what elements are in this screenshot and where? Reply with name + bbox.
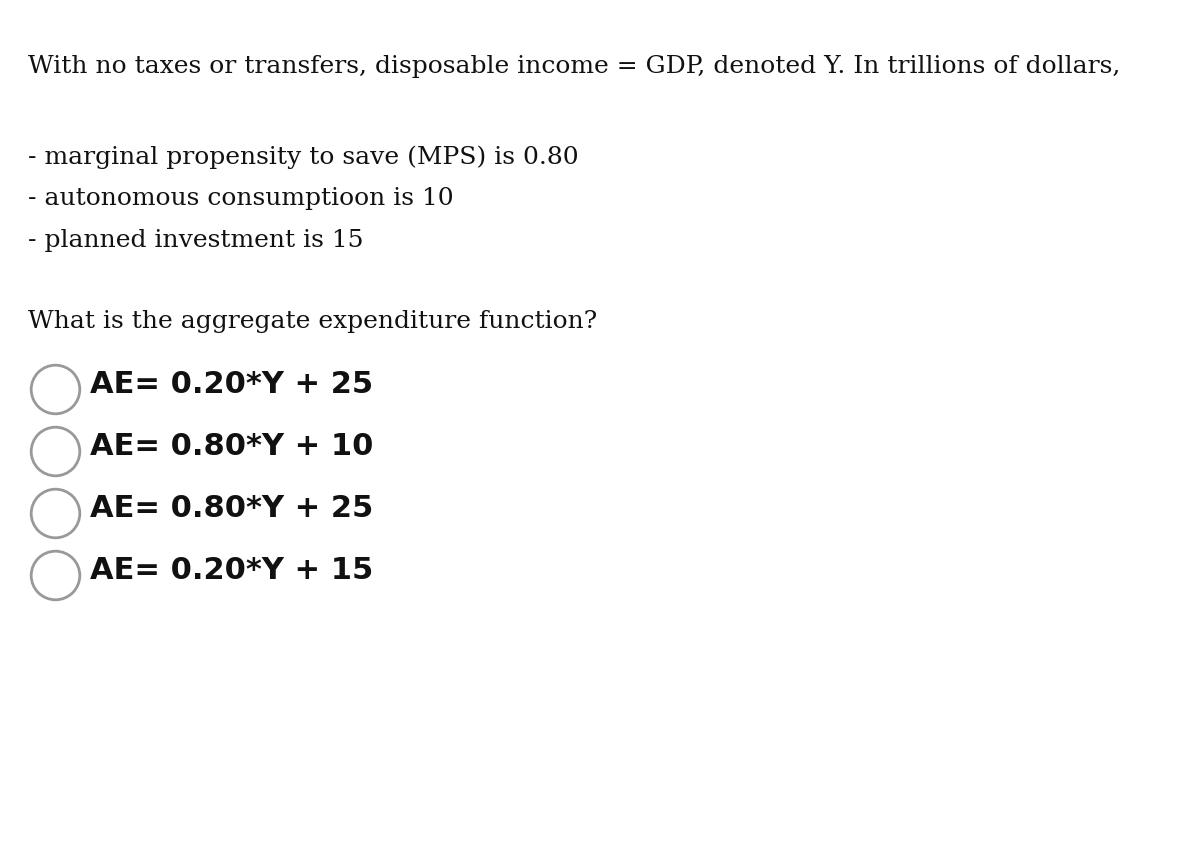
Point [46, 444, 65, 458]
Point [46, 568, 65, 582]
Text: With no taxes or transfers, disposable income = GDP, denoted Y. In trillions of : With no taxes or transfers, disposable i… [28, 55, 1121, 78]
Text: AE= 0.20*Y + 15: AE= 0.20*Y + 15 [90, 556, 373, 585]
Text: AE= 0.80*Y + 25: AE= 0.80*Y + 25 [90, 494, 373, 523]
Point [46, 382, 65, 396]
Text: What is the aggregate expenditure function?: What is the aggregate expenditure functi… [28, 310, 598, 333]
Text: - marginal propensity to save (MPS) is 0.80: - marginal propensity to save (MPS) is 0… [28, 145, 578, 169]
Text: - planned investment is 15: - planned investment is 15 [28, 229, 364, 252]
Point [46, 506, 65, 520]
Text: AE= 0.80*Y + 10: AE= 0.80*Y + 10 [90, 432, 373, 461]
Text: - autonomous consumptioon is 10: - autonomous consumptioon is 10 [28, 187, 454, 210]
Text: AE= 0.20*Y + 25: AE= 0.20*Y + 25 [90, 370, 373, 399]
